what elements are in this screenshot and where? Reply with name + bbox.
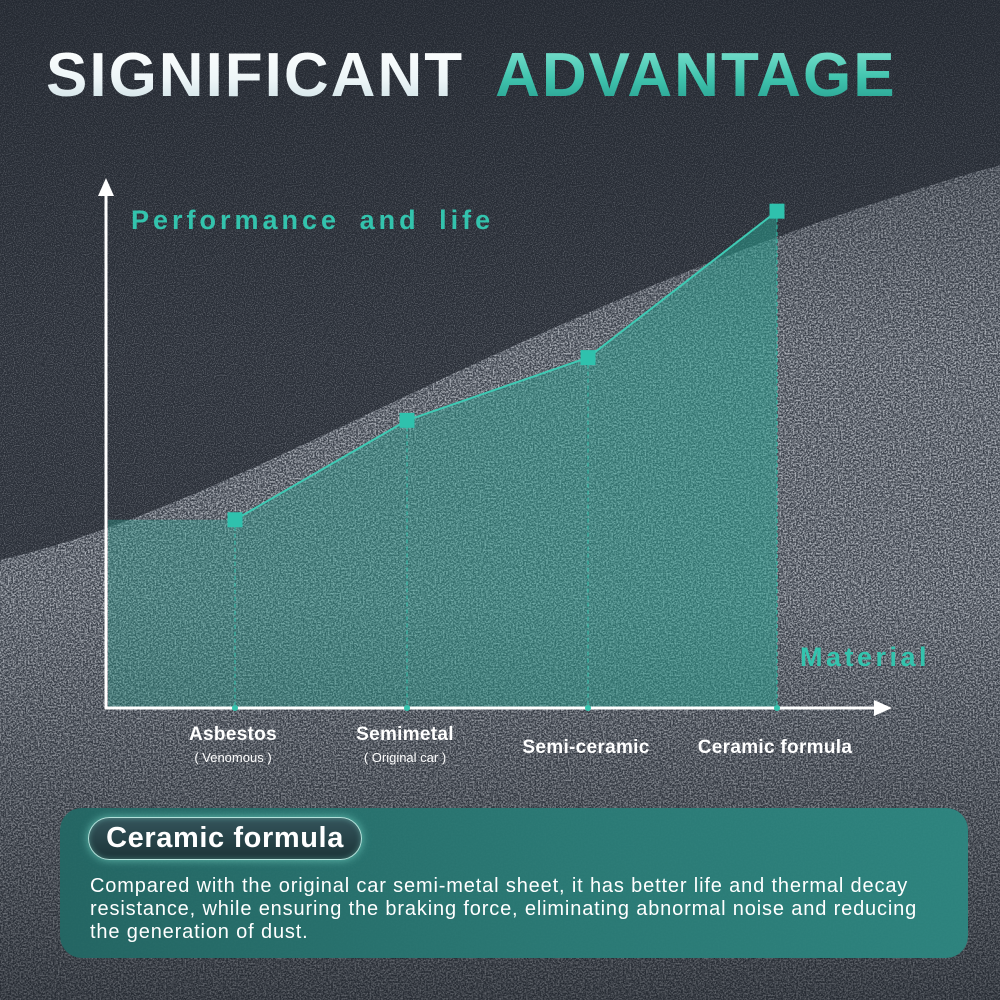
page-title: SIGNIFICANT ADVANTAGE <box>46 45 897 107</box>
x-tick-label-group: Semimetal ( Original car ) <box>295 724 515 766</box>
axis-dots <box>227 203 785 711</box>
x-tick-label: Ceramic formula <box>697 737 853 758</box>
title-part-teal: ADVANTAGE <box>495 41 897 110</box>
x-axis-label: Material <box>800 642 931 672</box>
area-fill <box>108 211 777 708</box>
info-panel-badge: Ceramic formula <box>88 817 362 860</box>
x-tick-label-group: Ceramic formula <box>665 737 885 763</box>
axis-tick-dot <box>404 705 410 711</box>
info-panel-text: Compared with the original car semi-meta… <box>90 875 918 943</box>
x-tick-label: Semi-ceramic <box>522 737 650 758</box>
chart-marks <box>108 210 778 708</box>
series-line <box>234 210 778 521</box>
x-axis-arrow-icon <box>874 700 892 716</box>
x-tick-label: Semimetal <box>356 724 454 745</box>
y-axis-arrow-icon <box>98 178 114 196</box>
data-point <box>769 203 785 219</box>
title-part-white: SIGNIFICANT <box>46 41 465 110</box>
y-axis-label: Performance and life <box>131 205 495 235</box>
x-tick-note: ( Original car ) <box>363 750 447 765</box>
x-tick-label-group: Semi-ceramic <box>476 737 696 763</box>
x-tick-note: ( Venomous ) <box>194 750 272 765</box>
x-tick-label-group: Asbestos ( Venomous ) <box>123 724 343 766</box>
axis-tick-dot <box>232 705 238 711</box>
axis-tick-dot <box>585 705 591 711</box>
data-point <box>580 350 596 366</box>
axis-tick-dot <box>774 705 780 711</box>
data-point <box>227 512 243 528</box>
data-point <box>399 412 415 428</box>
x-tick-label: Asbestos <box>189 724 277 745</box>
